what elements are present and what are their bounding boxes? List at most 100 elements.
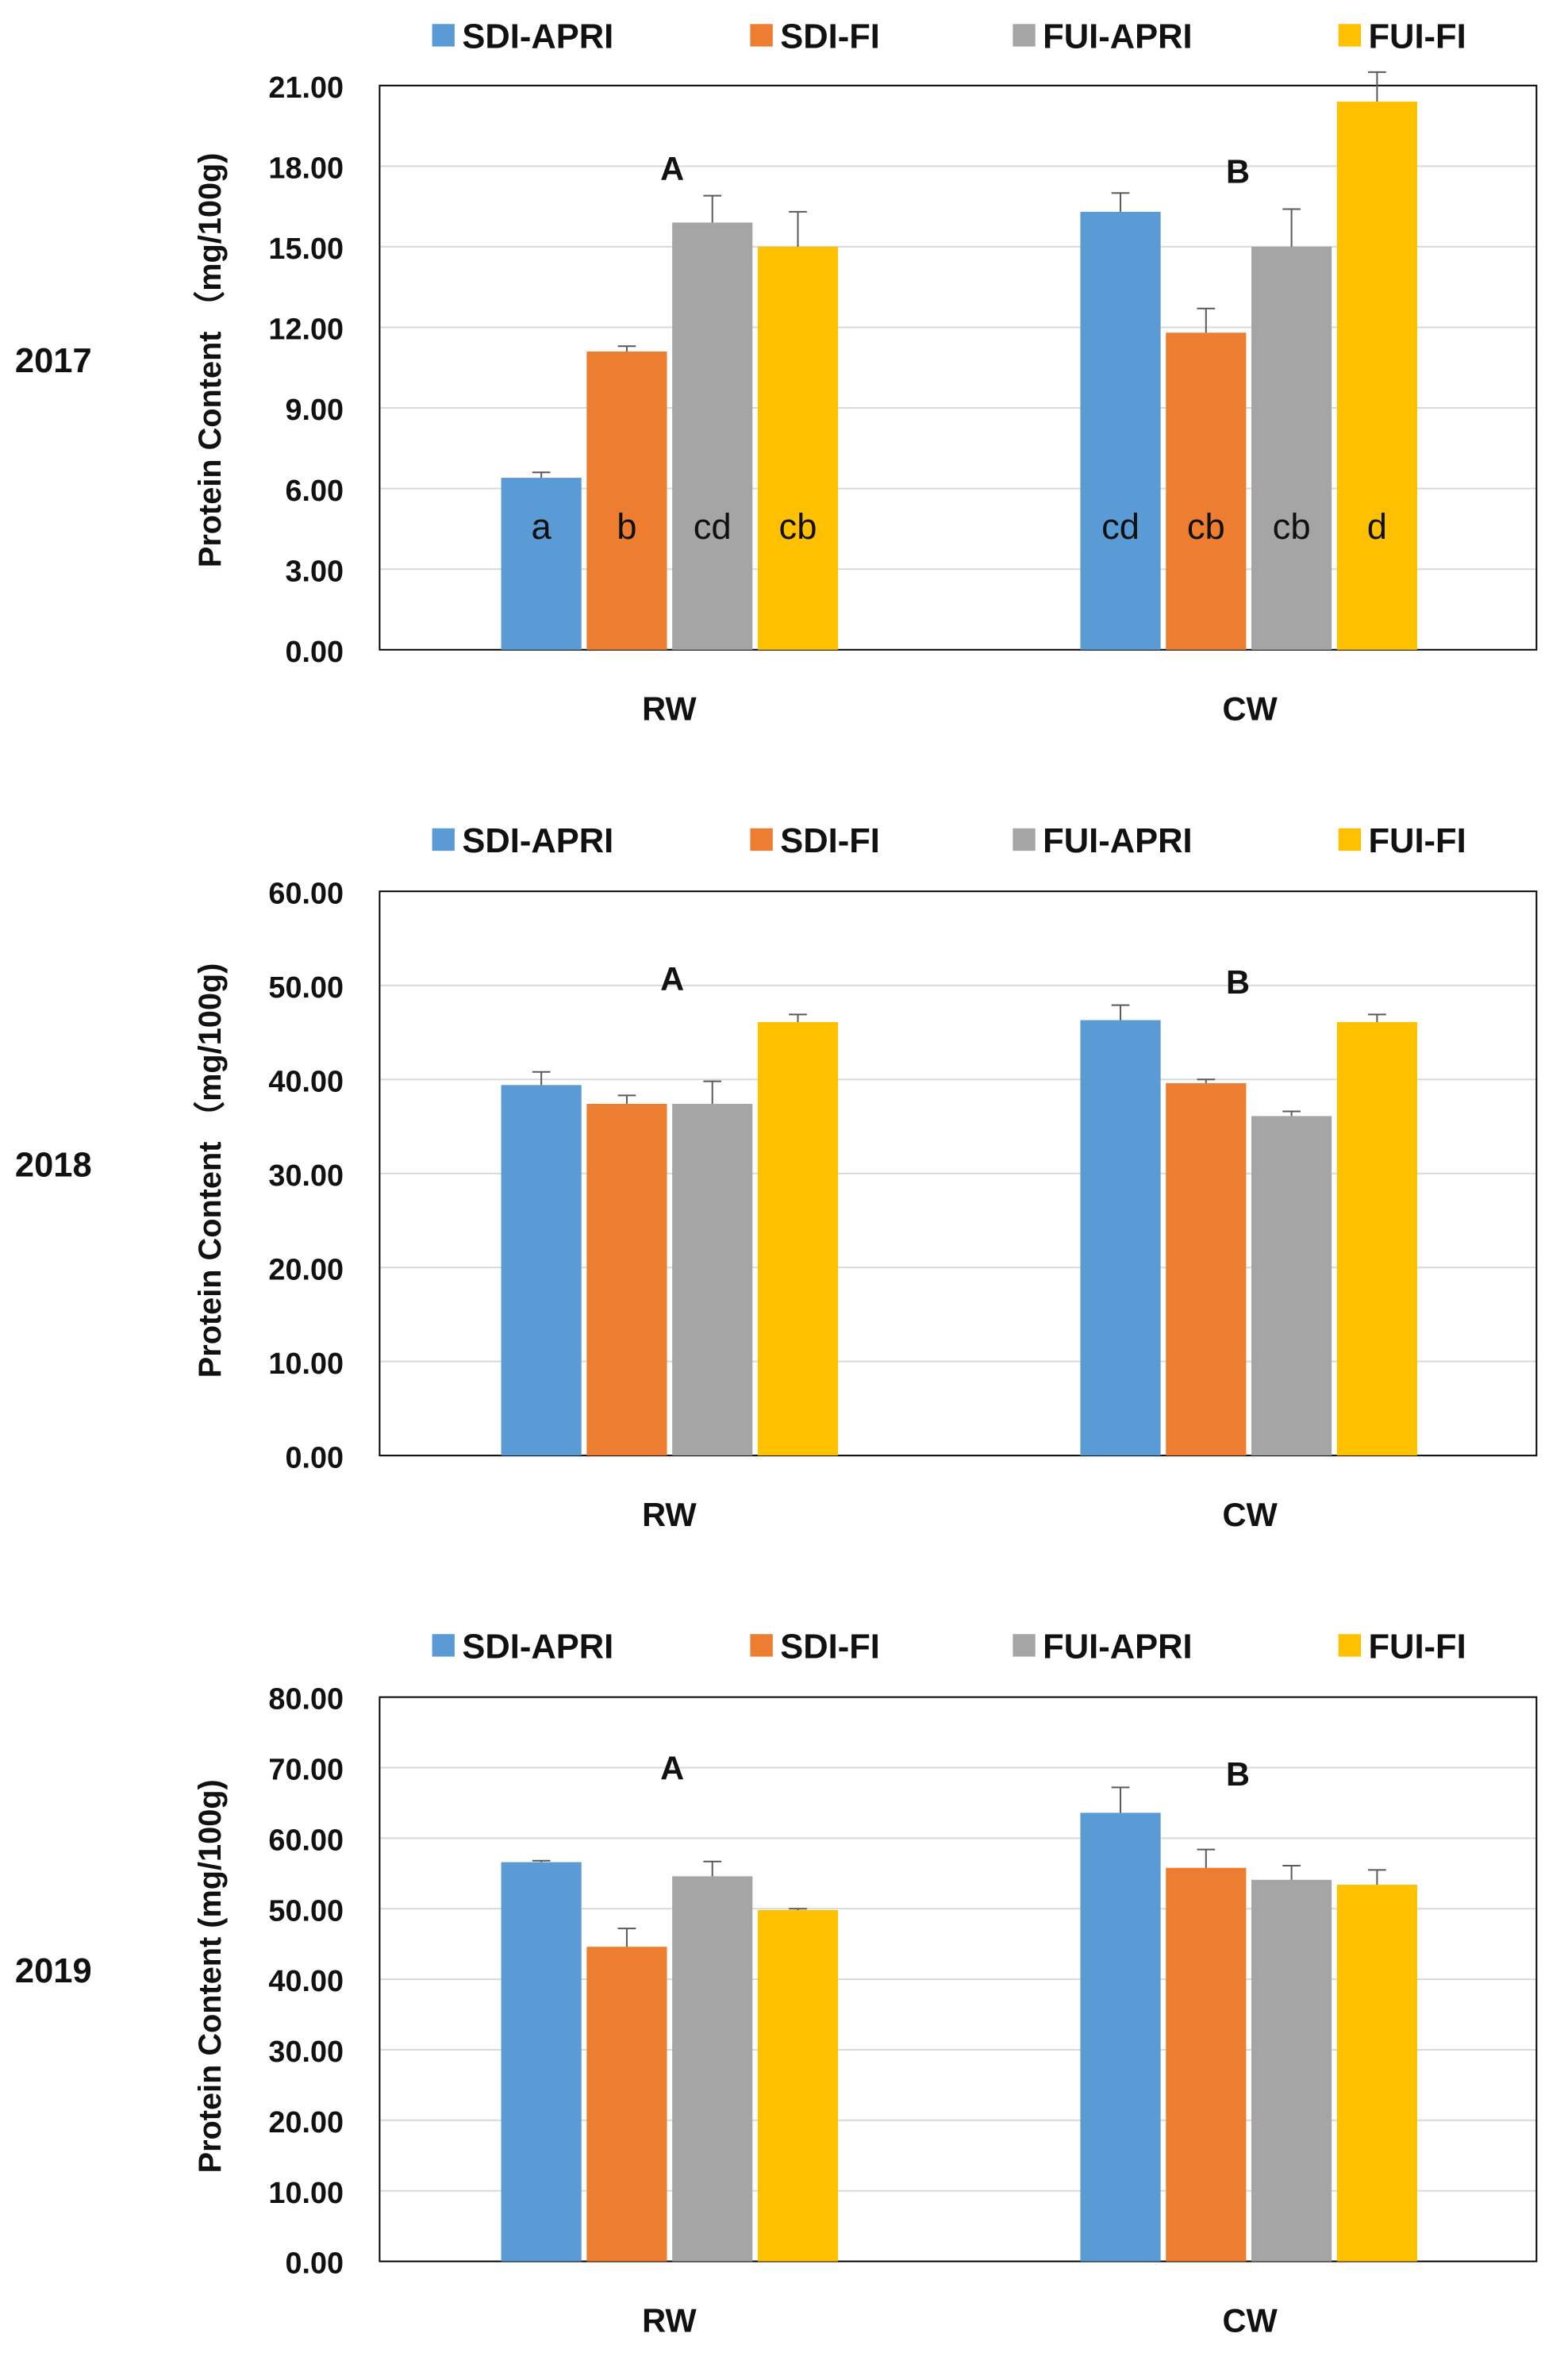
legend-swatch (750, 828, 773, 851)
bar-sdi-fi-rw (586, 1947, 667, 2262)
bar-fui-fi-rw (757, 1021, 839, 1456)
y-axis-title: Protein Content （mg/100g) (193, 153, 228, 568)
legend-swatch (432, 24, 455, 47)
bar-sdi-apri-rw (501, 1862, 582, 2262)
legend-label: SDI-FI (780, 1628, 880, 1666)
group-letter: A (660, 1750, 684, 1787)
bar-sdi-fi-cw (1166, 1082, 1247, 1456)
y-axis-title: Protein Content （mg/100g) (193, 963, 228, 1378)
bar-fui-fi-cw (1336, 1885, 1417, 2262)
legend: SDI-APRI SDI-FI FUI-APRI FUI-FI (432, 1628, 1466, 1666)
legend-swatch (750, 24, 773, 47)
x-category-label: RW (642, 2301, 697, 2339)
legend-label: FUI-FI (1369, 1628, 1466, 1666)
plot-frame (379, 84, 1538, 651)
y-tick-label: 10.00 (268, 2177, 344, 2210)
y-tick-label: 18.00 (268, 152, 344, 185)
group-letter: B (1226, 963, 1250, 1001)
x-category-label: CW (1222, 2301, 1278, 2339)
legend-swatch (750, 1634, 773, 1657)
legend-label: SDI-APRI (462, 1628, 613, 1666)
legend-label: FUI-APRI (1043, 18, 1192, 56)
plot-frame (379, 890, 1538, 1457)
y-tick-label: 3.00 (285, 555, 344, 588)
y-tick-label: 60.00 (268, 1824, 344, 1857)
bar-fui-apri-rw (672, 1104, 753, 1456)
bar-sdi-fi-cw (1166, 333, 1247, 650)
legend-label: FUI-APRI (1043, 1628, 1192, 1666)
y-tick-label: 0.00 (285, 2247, 344, 2281)
bar-sdi-fi-rw (586, 1104, 667, 1456)
x-category-label: CW (1222, 690, 1278, 728)
legend: SDI-APRI SDI-FI FUI-APRI FUI-FI (432, 822, 1466, 860)
legend-label: FUI-FI (1369, 18, 1466, 56)
y-tick-label: 10.00 (268, 1347, 344, 1381)
bar-sdi-apri-cw (1080, 1020, 1161, 1456)
significance-letter: d (1367, 506, 1387, 547)
y-tick-label: 12.00 (268, 313, 344, 347)
chart-2018: SDI-APRI SDI-FI FUI-APRI FUI-FI 0.00 10.00 20.… (15, 822, 1538, 1533)
legend-swatch (432, 828, 455, 851)
bar-sdi-apri-cw (1080, 211, 1161, 650)
bar-fui-fi-rw (757, 246, 839, 650)
y-tick-label: 0.00 (285, 1441, 344, 1474)
significance-letter: cb (1273, 506, 1311, 547)
bar-fui-fi-cw (1336, 1021, 1417, 1456)
legend-label: SDI-FI (780, 822, 880, 860)
legend-swatch (1013, 1634, 1036, 1657)
y-tick-label: 30.00 (268, 2035, 344, 2069)
bar-sdi-apri-cw (1080, 1813, 1161, 2262)
legend-swatch (1338, 1634, 1362, 1657)
bar-sdi-fi-cw (1166, 1867, 1247, 2262)
group-letter: B (1226, 1755, 1250, 1793)
bar-sdi-apri-rw (501, 478, 582, 650)
bar-sdi-fi-rw (586, 351, 667, 650)
bar-fui-fi-cw (1336, 102, 1417, 650)
y-tick-label: 40.00 (268, 1065, 344, 1098)
bar-fui-apri-rw (672, 1876, 753, 2262)
bar-fui-apri-cw (1251, 1116, 1332, 1456)
significance-letter: a (532, 506, 552, 547)
bar-fui-apri-rw (672, 222, 753, 650)
y-tick-label: 20.00 (268, 1253, 344, 1286)
y-tick-label: 50.00 (268, 971, 344, 1005)
chart-2017: SDI-APRI SDI-FI FUI-APRI FUI-FI 0.00 3.00 6.00… (15, 18, 1538, 728)
group-letter: A (660, 960, 684, 998)
year-label: 2017 (15, 342, 92, 380)
year-label: 2018 (15, 1146, 92, 1184)
legend-label: SDI-FI (780, 18, 880, 56)
legend-swatch (1338, 24, 1362, 47)
x-category-label: RW (642, 1496, 697, 1533)
y-tick-label: 15.00 (268, 233, 344, 266)
legend-label: SDI-APRI (462, 18, 613, 56)
bar-fui-apri-cw (1251, 1879, 1332, 2262)
y-tick-label: 70.00 (268, 1754, 344, 1787)
legend-label: FUI-FI (1369, 822, 1466, 860)
significance-letter: cb (779, 506, 817, 547)
significance-letter: cd (1101, 506, 1139, 547)
bar-fui-fi-rw (757, 1910, 839, 2262)
y-tick-label: 60.00 (268, 877, 344, 910)
y-tick-label: 50.00 (268, 1894, 344, 1928)
significance-letter: cb (1187, 506, 1225, 547)
chart-2019: SDI-APRI SDI-FI FUI-APRI FUI-FI 0.00 10.00 20.… (15, 1628, 1538, 2339)
plot-frame (379, 1696, 1538, 2262)
y-axis-title: Protein Content (mg/100g) (193, 1779, 228, 2173)
legend-swatch (1338, 828, 1362, 851)
group-letter: A (660, 150, 684, 187)
legend-swatch (432, 1634, 455, 1657)
y-tick-label: 9.00 (285, 394, 344, 427)
y-tick-label: 0.00 (285, 636, 344, 669)
legend-swatch (1013, 828, 1036, 851)
year-label: 2019 (15, 1952, 92, 1990)
group-letter: B (1226, 153, 1250, 190)
legend: SDI-APRI SDI-FI FUI-APRI FUI-FI (432, 18, 1466, 56)
bar-fui-apri-cw (1251, 246, 1332, 650)
y-tick-label: 21.00 (268, 71, 344, 105)
y-tick-label: 40.00 (268, 1965, 344, 1998)
bar-sdi-apri-rw (501, 1085, 582, 1456)
y-tick-label: 6.00 (285, 475, 344, 508)
y-tick-label: 30.00 (268, 1159, 344, 1193)
legend-label: SDI-APRI (462, 822, 613, 860)
